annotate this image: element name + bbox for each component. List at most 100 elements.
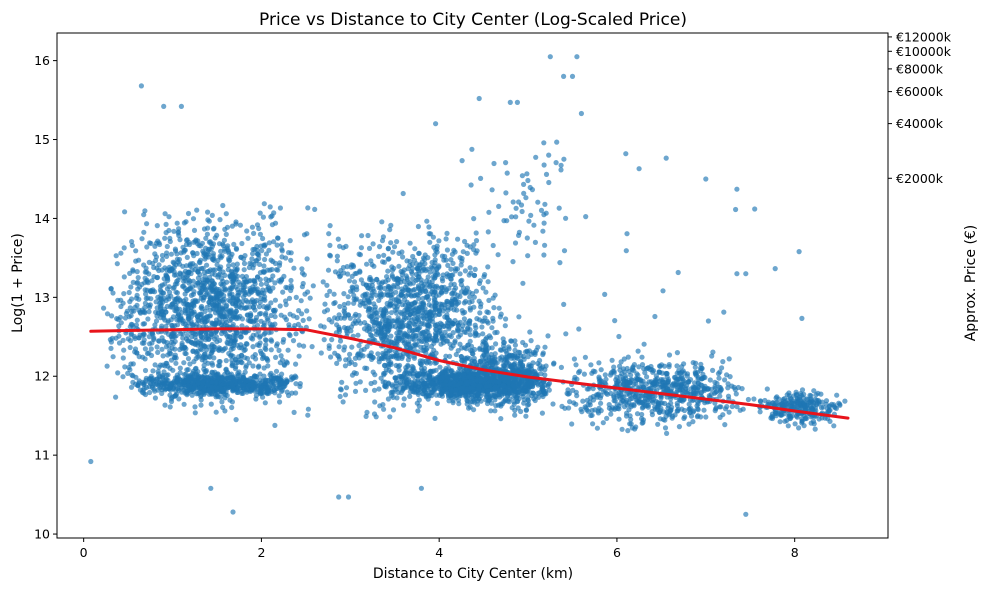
data-point <box>342 363 348 369</box>
data-point <box>222 395 228 401</box>
data-point <box>150 368 156 374</box>
data-point <box>116 333 122 339</box>
data-point <box>407 311 413 317</box>
data-point <box>128 284 134 290</box>
data-point <box>386 338 392 344</box>
data-point <box>219 289 225 295</box>
data-point <box>188 292 195 298</box>
data-point <box>363 387 369 393</box>
data-point <box>341 270 347 276</box>
data-point <box>184 377 190 383</box>
data-point <box>127 367 133 373</box>
data-point <box>406 306 412 313</box>
data-point <box>287 311 293 317</box>
data-point <box>152 322 158 328</box>
data-point <box>223 358 229 364</box>
data-point <box>306 316 312 322</box>
data-point <box>108 285 114 292</box>
data-point <box>432 386 438 392</box>
data-point <box>441 257 447 263</box>
data-point <box>419 310 426 316</box>
data-point <box>350 262 356 268</box>
data-point <box>276 393 282 399</box>
data-point <box>258 385 264 391</box>
data-point <box>363 413 369 419</box>
data-point <box>389 393 395 399</box>
data-point <box>431 337 437 343</box>
data-point <box>401 317 407 323</box>
data-point <box>128 332 134 338</box>
data-point <box>271 210 277 216</box>
data-point <box>467 265 473 271</box>
data-point <box>494 360 500 366</box>
data-point <box>229 357 235 363</box>
data-point <box>164 340 170 346</box>
data-point <box>490 318 496 324</box>
data-point <box>336 324 342 330</box>
data-point <box>502 388 508 394</box>
data-point <box>194 250 200 257</box>
data-point <box>662 425 669 431</box>
data-point <box>341 301 347 308</box>
data-point <box>279 242 285 248</box>
data-point <box>464 285 470 291</box>
data-point <box>180 335 186 341</box>
data-point <box>189 377 195 383</box>
data-point <box>328 354 334 360</box>
data-point <box>249 224 255 230</box>
data-point <box>426 379 432 385</box>
data-point <box>118 297 124 303</box>
data-point <box>231 241 237 247</box>
data-point <box>268 312 274 319</box>
data-point <box>209 385 215 391</box>
data-point <box>215 394 221 400</box>
data-point <box>444 230 450 236</box>
data-point <box>200 280 206 286</box>
data-point <box>385 329 391 335</box>
data-point <box>496 305 502 311</box>
data-point <box>256 304 262 310</box>
data-point <box>209 347 215 353</box>
data-point <box>491 305 497 311</box>
data-point <box>272 260 278 266</box>
data-point <box>212 373 218 379</box>
data-point <box>482 377 488 383</box>
data-point <box>281 362 288 368</box>
data-point <box>252 352 258 358</box>
data-point <box>155 349 161 355</box>
data-point <box>257 270 263 276</box>
data-point <box>159 282 165 288</box>
data-point <box>457 271 463 277</box>
data-point <box>184 254 190 260</box>
data-point <box>174 251 180 257</box>
data-point <box>187 361 193 367</box>
data-point <box>387 347 393 354</box>
data-point <box>372 379 378 385</box>
data-point <box>432 360 438 366</box>
data-point <box>222 248 228 254</box>
data-point <box>159 252 166 259</box>
data-point <box>261 201 267 207</box>
data-point <box>321 309 328 315</box>
data-point <box>129 239 135 245</box>
data-point <box>216 320 223 326</box>
data-point <box>230 321 236 328</box>
data-point <box>217 363 223 369</box>
data-point <box>368 258 374 264</box>
data-point <box>277 399 283 405</box>
data-point <box>164 372 170 378</box>
data-point <box>124 308 130 314</box>
data-point <box>322 301 328 307</box>
data-point <box>168 304 174 310</box>
data-point <box>198 334 204 340</box>
data-point <box>185 210 192 217</box>
data-point <box>239 390 245 396</box>
data-point <box>448 266 454 272</box>
data-point <box>130 267 136 273</box>
data-point <box>436 305 442 311</box>
data-point <box>450 320 456 326</box>
data-point <box>214 303 220 309</box>
data-point <box>433 293 439 299</box>
data-point <box>154 381 160 387</box>
data-point <box>256 252 262 258</box>
